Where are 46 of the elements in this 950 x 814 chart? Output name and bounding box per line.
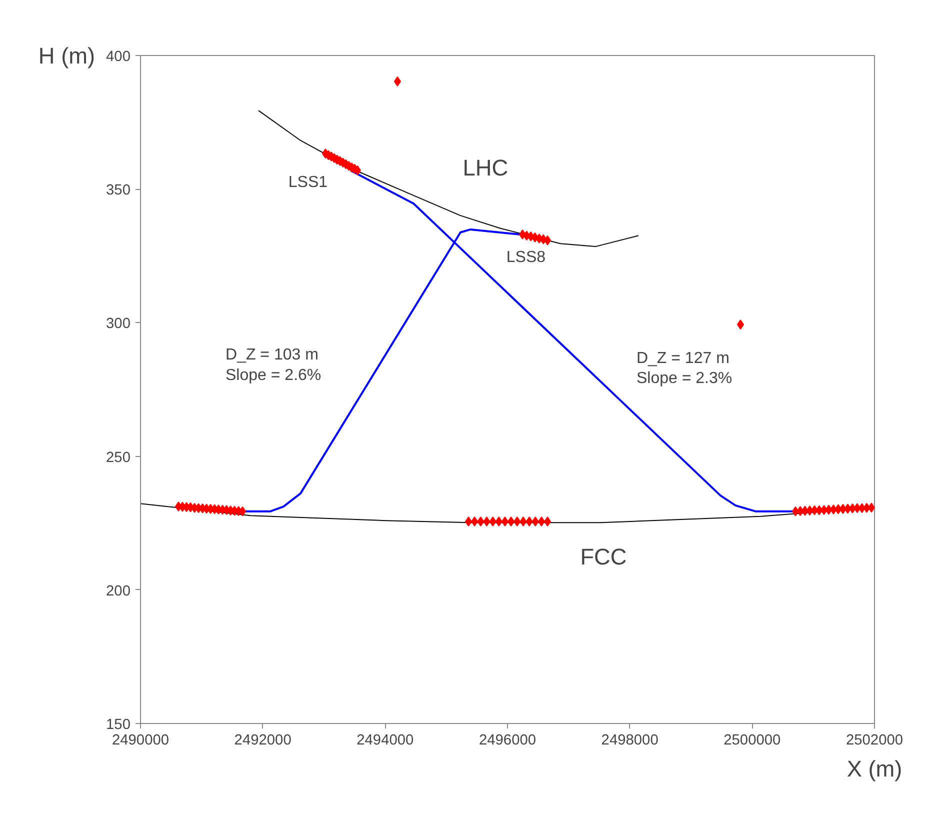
y-tick-label: 200 — [106, 583, 131, 600]
x-axis-title: X (m) — [846, 756, 902, 782]
point — [489, 516, 496, 526]
point — [239, 506, 246, 516]
series-label: LHC — [462, 154, 508, 181]
point — [495, 516, 502, 526]
x-tick-label: 2494000 — [356, 732, 414, 748]
point — [477, 516, 484, 526]
x-tick-label: 2500000 — [724, 732, 781, 748]
point — [464, 516, 472, 526]
point — [544, 235, 552, 246]
point — [544, 516, 552, 526]
series-label: D_Z = 127 m Slope = 2.3% — [636, 350, 732, 388]
point — [810, 505, 818, 516]
point — [526, 516, 533, 526]
point — [508, 516, 515, 526]
y-tick-label: 250 — [106, 450, 131, 466]
series-label: LSS8 — [506, 248, 546, 266]
x-tick-label: 2502000 — [846, 732, 904, 748]
point — [736, 320, 744, 330]
y-tick-label: 150 — [106, 717, 131, 733]
x-tick-label: 2490000 — [112, 732, 170, 748]
point — [796, 506, 804, 516]
text: D_Z = 103 m Slope = 2.6% — [226, 346, 322, 384]
series-label: LSS1 — [288, 174, 328, 192]
point — [844, 504, 852, 514]
line-series — [258, 110, 639, 248]
y-axis-title: H (m) — [38, 42, 96, 68]
point — [825, 504, 832, 515]
point — [471, 516, 478, 526]
point — [532, 516, 539, 526]
series-label: FCC — [580, 544, 627, 570]
point — [830, 504, 837, 514]
point — [483, 516, 490, 526]
point — [394, 76, 401, 86]
point — [501, 516, 508, 526]
x-tick-label: 2496000 — [478, 732, 536, 748]
x-tick-label: 2492000 — [234, 732, 292, 748]
point — [514, 516, 521, 526]
point — [520, 516, 527, 526]
x-tick-label: 2498000 — [601, 732, 658, 748]
y-tick-label: 350 — [106, 182, 131, 199]
y-tick-label: 300 — [106, 316, 131, 332]
point — [538, 516, 545, 526]
y-tick-label: 400 — [106, 49, 131, 65]
point — [801, 506, 808, 516]
